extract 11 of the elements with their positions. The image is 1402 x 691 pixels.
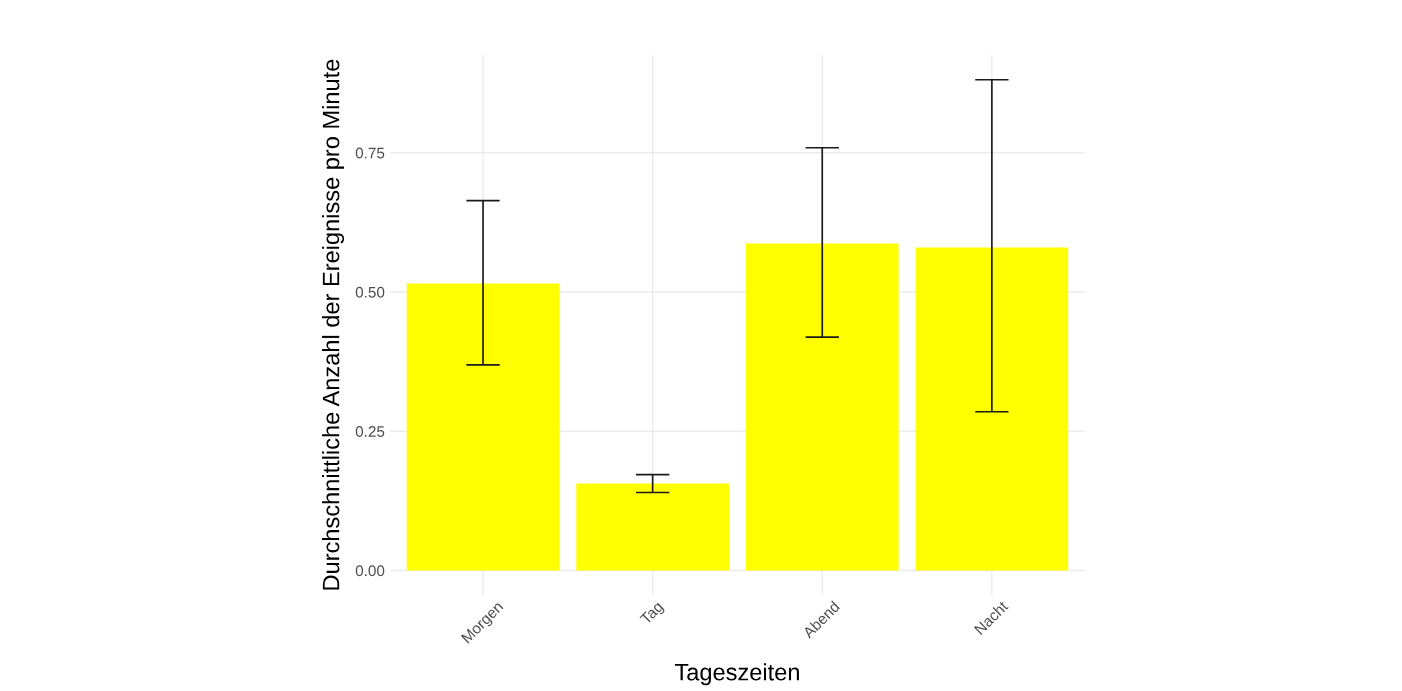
y-tick-label: 0.25 [355,426,385,437]
bar [406,283,560,571]
bar [745,243,899,571]
bar [915,247,1069,571]
y-axis-title: Durchschnittliche Anzahl der Ereignisse pro Minute [322,59,345,590]
x-tick-label: Tag [639,600,666,628]
y-tick-label: 0.50 [355,286,385,298]
bar [576,483,729,571]
y-tick-label: 0.00 [355,565,385,577]
y-tick-label: 0.75 [355,147,385,159]
x-axis-title: Tageszeiten [674,663,799,686]
